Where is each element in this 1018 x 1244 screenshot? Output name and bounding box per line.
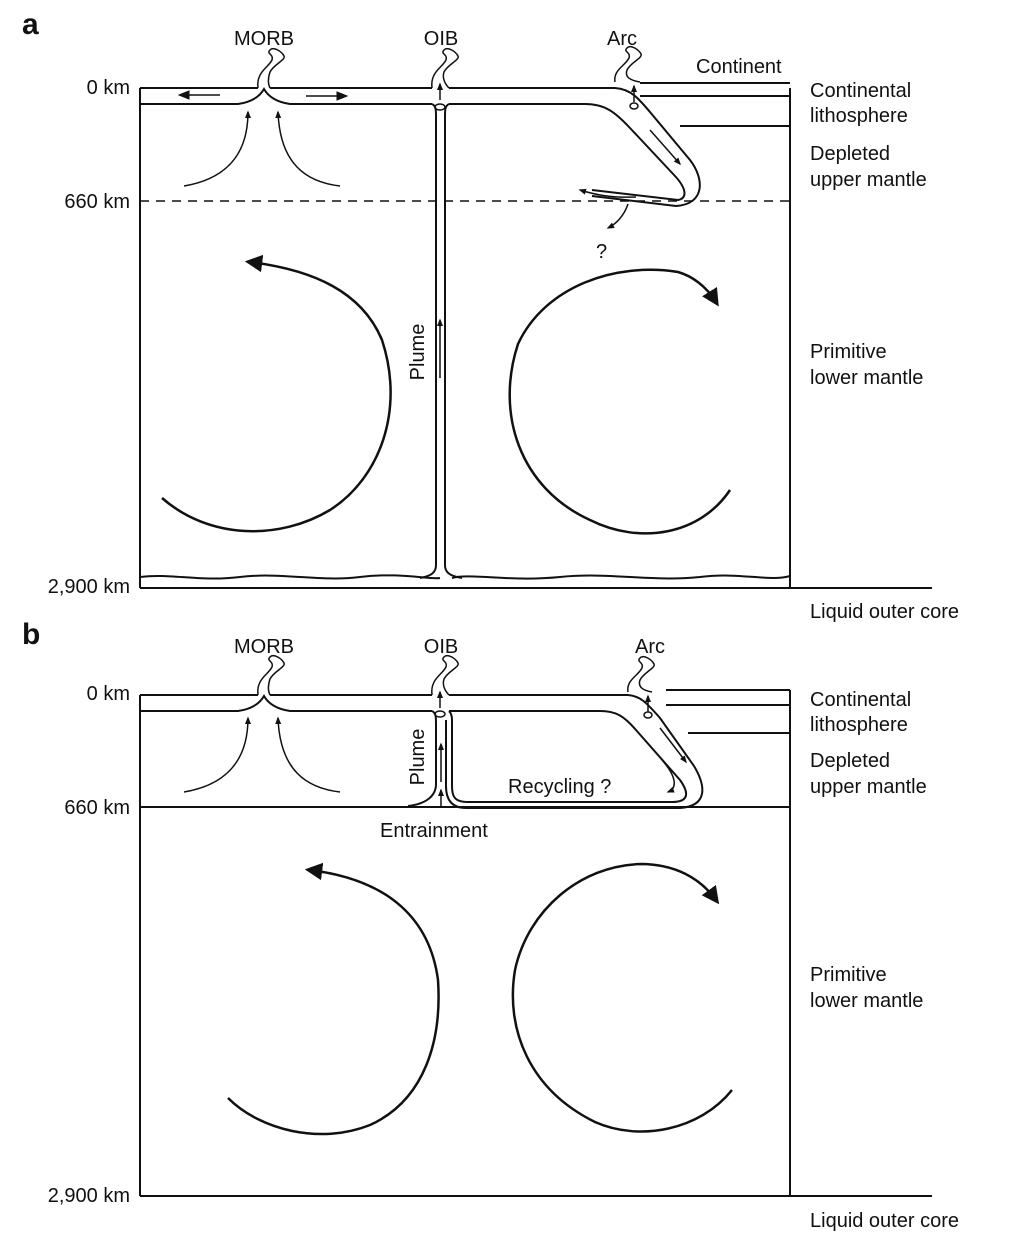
panel-a-oib-label: OIB [424,28,458,50]
panel-a-depth-660: 660 km [64,191,130,213]
panel-a-plume-label: Plume [407,324,429,381]
panel-a-arc-volcano-icon [614,45,642,83]
panel-b-continent-layers [666,689,790,734]
panel-a-question-mark: ? [596,241,607,263]
panel-a-lith-label-1: Continental [810,80,911,102]
panel-a-slab-motion-arrow [649,129,681,166]
panel-a-upwelling-left-arrow [183,110,251,187]
panel-b-recycling-loop-outer [448,710,688,803]
panel-a-depth-0: 0 km [87,77,130,99]
panel-a-plume-melt [434,103,446,111]
panel-b-lower-label-1: Primitive [810,964,887,986]
panel-a-continent-layers [640,82,790,127]
panel-b-upwelling-right-arrow [275,716,341,793]
panel-a-slab-top [591,87,701,208]
panel-b-lith-label-1: Continental [810,689,911,711]
panel-b-lower-label-2: lower mantle [810,990,923,1012]
panel-a-morb-label: MORB [234,28,294,50]
panel-a-core-label: Liquid outer core [810,601,959,623]
panel-b-oib-volcano-icon [431,654,459,696]
panel-a-lith-label-2: lithosphere [810,105,908,127]
panel-b-morb-volcano-icon [257,654,285,696]
panel-a-dlayer-wave [139,574,791,580]
panel-b-arc-volcano-icon [627,655,655,693]
panel-b-depth-660: 660 km [64,797,130,819]
panel-b-upper-label-2: upper mantle [810,776,927,798]
panel-b: b MORB OIB Arc 0 km 660 km 2,900 km Cont… [22,618,959,1232]
panel-b-morb-label: MORB [234,636,294,658]
panel-a-upper-label-1: Depleted [810,143,890,165]
panel-b-plume-label: Plume [407,729,429,786]
panel-b-oib-label: OIB [424,636,458,658]
panel-a-arc-melt [629,102,639,110]
panel-b-entrainment-label: Entrainment [380,820,488,842]
panel-a-morb-volcano-icon [257,47,285,89]
panel-a-ridge-lith-left [140,86,432,105]
panel-a-upper-label-2: upper mantle [810,169,927,191]
panel-b-lith-label-2: lithosphere [810,714,908,736]
panel-a-lower-label-1: Primitive [810,341,887,363]
panel-b-upwelling-left-arrow [183,716,251,793]
panel-b-arc-label: Arc [635,636,665,658]
panel-b-plume-melt [434,710,446,718]
panel-a-lower-right-convection-arrow [508,268,732,535]
panel-a-slab-return-arrow [578,188,637,198]
panel-b-ridge-lith-left [140,693,432,712]
panel-b-lower-left-convection-arrow [227,862,440,1136]
panel-b-core-label: Liquid outer core [810,1210,959,1232]
panel-b-recycling-label: Recycling ? [508,776,611,798]
panel-a-lower-label-2: lower mantle [810,367,923,389]
panel-a: a MORB OIB Arc Continent 0 km 660 km 2,9… [22,8,959,623]
panel-b-depth-0: 0 km [87,683,130,705]
panel-a-letter: a [22,8,39,41]
panel-a-arc-label: Arc [607,28,637,50]
panel-a-continent-label: Continent [696,56,782,78]
panel-a-slab-leak-arrow [606,203,629,229]
panel-b-arc-melt [643,711,653,719]
panel-a-depth-2900: 2,900 km [48,576,130,598]
panel-a-upwelling-right-arrow [275,110,341,187]
panel-b-depth-2900: 2,900 km [48,1185,130,1207]
panel-b-upper-label-1: Depleted [810,750,890,772]
panel-a-plume-right [444,103,463,579]
panel-a-oib-volcano-icon [431,47,459,89]
panel-a-slab-outer [449,103,686,202]
panel-b-recycling-arrow [661,759,675,793]
panel-b-letter: b [22,618,40,651]
panel-b-lower-right-convection-arrow [511,862,733,1133]
panel-b-slab-motion-arrow [659,727,687,764]
panel-a-lower-left-convection-arrow [161,254,392,533]
panel-b-recycling-loop-top [445,694,704,809]
